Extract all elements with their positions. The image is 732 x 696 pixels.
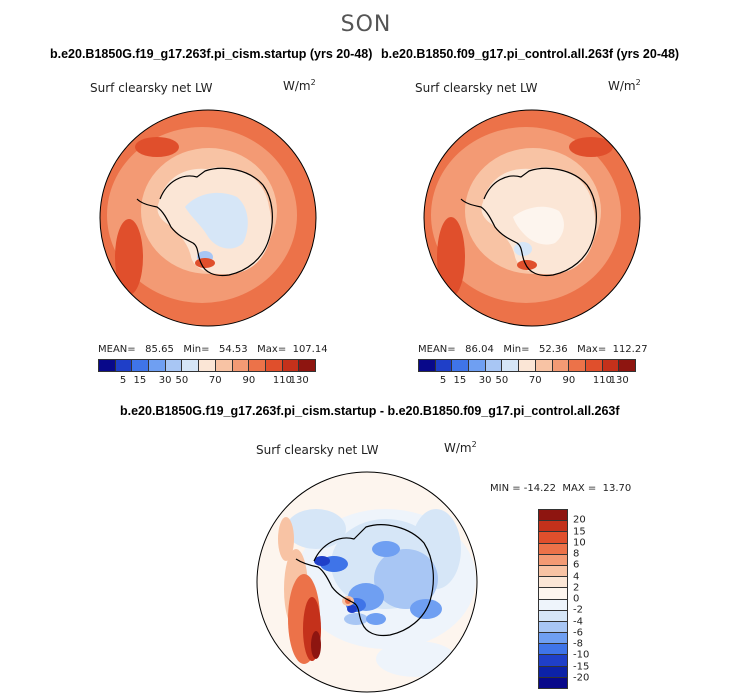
panel2-stats: MEAN= 86.04 Min= 52.36 Max= 112.27 (418, 344, 648, 355)
cbar-swatch (132, 360, 150, 371)
cbar-swatch (282, 360, 300, 371)
cbar-label: 90 (562, 375, 576, 386)
cbar-label: 110 (592, 375, 612, 386)
cbar-swatch (232, 360, 250, 371)
cbar-swatch (539, 554, 567, 566)
cbar-swatch (165, 360, 183, 371)
panel2-title: b.e20.B1850.f09_g17.pi_control.all.263f … (381, 47, 680, 61)
season-title: SON (340, 12, 392, 37)
cbar-label: 5 (119, 375, 127, 386)
cbar-swatch (539, 532, 567, 544)
cbar-swatch (502, 360, 520, 371)
cbar-label: 90 (242, 375, 256, 386)
cbar-swatch (115, 360, 133, 371)
cbar-swatch (215, 360, 233, 371)
panel1-variable-label: Surf clearsky net LW (90, 81, 213, 95)
cbar-label: 30 (158, 375, 172, 386)
cbar-swatch (539, 621, 567, 634)
panel2-variable-label: Surf clearsky net LW (415, 81, 538, 95)
cbar-label: 110 (272, 375, 292, 386)
cbar-swatch (539, 677, 567, 688)
diff-map (256, 469, 478, 696)
cbar-swatch (539, 633, 567, 645)
panel2-colorbar-labels: 5 15 30 50 70 90 110 130 (418, 375, 636, 387)
cbar-label: -6 (573, 627, 583, 639)
cbar-swatch (99, 360, 116, 371)
cbar-swatch (585, 360, 603, 371)
cbar-label: 8 (573, 548, 580, 560)
diff-colorbar-labels: 20 15 10 8 6 4 2 0 -2 -4 -6 -8 -10 -15 -… (573, 509, 613, 689)
cbar-label: 4 (573, 571, 580, 582)
cbar-label: 2 (573, 582, 580, 594)
cbar-label: 70 (208, 375, 222, 386)
cbar-swatch (619, 360, 635, 371)
cbar-swatch (539, 599, 567, 611)
cbar-label: 15 (573, 526, 586, 537)
cbar-swatch (265, 360, 283, 371)
cbar-label: 50 (495, 375, 509, 386)
cbar-label: 6 (573, 559, 580, 571)
panel1-colorbar-labels: 5 15 30 50 70 90 110 130 (98, 375, 316, 387)
cbar-swatch (539, 510, 567, 522)
cbar-swatch (539, 521, 567, 533)
cbar-swatch (539, 577, 567, 589)
panel2-map (421, 107, 643, 329)
panel1-colorbar (98, 359, 316, 372)
cbar-label: 20 (573, 514, 586, 526)
cbar-label: -15 (573, 661, 590, 672)
cbar-label: 15 (133, 375, 147, 386)
cbar-swatch (519, 360, 536, 371)
diff-stats: MIN = -14.22 MAX = 13.70 (490, 483, 632, 494)
cbar-label: -10 (573, 649, 590, 661)
panel1-units: W/m2 (283, 78, 316, 93)
cbar-label: 15 (453, 375, 467, 386)
panel1-map (97, 107, 319, 329)
cbar-label: 50 (175, 375, 189, 386)
cbar-swatch (452, 360, 470, 371)
cbar-swatch (485, 360, 503, 371)
cbar-label: 30 (478, 375, 492, 386)
cbar-label: -2 (573, 604, 583, 616)
cbar-swatch (469, 360, 486, 371)
cbar-label: 130 (609, 375, 629, 386)
panel2-colorbar (418, 359, 636, 372)
cbar-swatch (299, 360, 315, 371)
cbar-swatch (539, 655, 567, 667)
cbar-swatch (569, 360, 586, 371)
cbar-label: 0 (573, 593, 580, 605)
panel2-units: W/m2 (608, 78, 641, 93)
cbar-swatch (149, 360, 166, 371)
diff-variable-label: Surf clearsky net LW (256, 443, 379, 457)
cbar-label: 10 (573, 537, 586, 549)
cbar-swatch (552, 360, 570, 371)
cbar-swatch (539, 666, 567, 678)
cbar-swatch (539, 543, 567, 555)
cbar-swatch (539, 588, 567, 600)
panel1-stats: MEAN= 85.65 Min= 54.53 Max= 107.14 (98, 344, 328, 355)
cbar-swatch (535, 360, 553, 371)
diff-units: W/m2 (444, 440, 477, 455)
diff-colorbar (538, 509, 568, 689)
cbar-swatch (419, 360, 436, 371)
cbar-swatch (539, 610, 567, 622)
cbar-swatch (539, 565, 567, 578)
cbar-label: -20 (573, 672, 590, 684)
cbar-swatch (435, 360, 453, 371)
cbar-label: 5 (439, 375, 447, 386)
cbar-label: -8 (573, 638, 583, 650)
cbar-swatch (199, 360, 216, 371)
cbar-label: 130 (289, 375, 309, 386)
diff-title: b.e20.B1850G.f19_g17.263f.pi_cism.startu… (120, 404, 620, 418)
panel1-title: b.e20.B1850G.f19_g17.263f.pi_cism.startu… (50, 47, 373, 61)
cbar-swatch (539, 644, 567, 656)
cbar-swatch (249, 360, 266, 371)
cbar-label: 70 (528, 375, 542, 386)
cbar-swatch (182, 360, 200, 371)
cbar-swatch (602, 360, 620, 371)
cbar-label: -4 (573, 616, 583, 627)
